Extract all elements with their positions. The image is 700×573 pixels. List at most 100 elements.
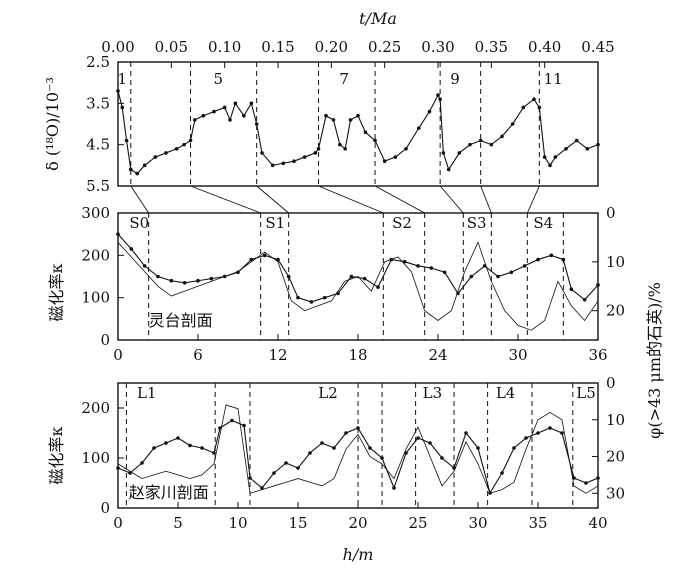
top-tick-label: 0.00 <box>101 38 134 56</box>
oxygen-isotope-point <box>212 109 216 114</box>
y3r-tick-label: 10 <box>606 411 625 429</box>
oxygen-isotope-point <box>164 151 168 155</box>
oxygen-isotope-line <box>117 90 599 175</box>
x2-tick-label: 0 <box>113 346 123 364</box>
susceptibility-point <box>392 486 396 490</box>
susceptibility-point <box>582 297 587 302</box>
susceptibility-point <box>284 461 288 465</box>
y2-tick-label: 0 <box>100 331 110 349</box>
correlation-line <box>256 185 289 214</box>
x3-tick-label: 25 <box>408 514 427 532</box>
oxygen-isotope-point <box>596 142 600 147</box>
oxygen-isotope-point <box>356 113 360 118</box>
oxygen-isotope-point <box>142 163 147 168</box>
correlation-line <box>526 185 540 214</box>
y1-tick-label: 4.5 <box>86 136 110 154</box>
oxygen-isotope-point <box>281 161 286 166</box>
oxygen-isotope-point <box>233 101 238 106</box>
soil-unit-label: S3 <box>467 214 487 232</box>
correlation-lines <box>130 185 540 214</box>
susceptibility-point <box>368 446 372 450</box>
susceptibility-point <box>116 232 120 236</box>
loess-unit-label: L5 <box>576 384 596 402</box>
oxygen-isotope-point <box>478 138 483 143</box>
susceptibility-line <box>117 233 599 303</box>
loess-unit-label: L4 <box>496 384 516 402</box>
oxygen-isotope-point <box>427 109 432 114</box>
oxygen-isotope-point <box>120 105 125 110</box>
susceptibility-point <box>140 461 144 465</box>
soil-unit-label: S0 <box>129 214 149 232</box>
oxygen-isotope-point <box>438 97 442 101</box>
x2-tick-label: 12 <box>268 346 287 364</box>
susceptibility-point <box>249 257 254 262</box>
susceptibility-point <box>262 253 267 258</box>
susceptibility-point <box>469 274 474 279</box>
oxygen-isotope-point <box>116 89 120 93</box>
susceptibility-point <box>322 295 327 300</box>
susceptibility-point <box>209 276 214 281</box>
top-tick-label: 0.35 <box>475 38 508 56</box>
susceptibility-point <box>182 281 187 285</box>
oxygen-isotope-panel: 0.00 0.05 0.10 0.15 0.20 0.25 0.30 0.35 0.40 0.45… <box>43 38 615 195</box>
oxygen-isotope-point <box>228 118 232 122</box>
oxygen-isotope-point <box>489 142 494 147</box>
oxygen-isotope-point <box>316 147 321 151</box>
oxygen-isotope-point <box>417 126 421 130</box>
susceptibility-point <box>416 436 420 440</box>
oxygen-isotope-point <box>260 151 264 155</box>
y2-axis-title: 磁化率κ <box>47 263 66 321</box>
susceptibility-point <box>212 451 216 455</box>
susceptibility-line <box>117 419 599 495</box>
susceptibility-point <box>362 276 367 281</box>
x2-tick-label: 6 <box>193 346 203 364</box>
y3-tick-label: 100 <box>81 449 110 467</box>
y1-tick-label: 3.5 <box>86 94 110 112</box>
right-axis-title: φ(>43 μm的石英)/% <box>645 282 664 439</box>
susceptibility-point <box>561 257 566 262</box>
correlation-line <box>190 185 261 214</box>
susceptibility-point <box>596 283 600 287</box>
susceptibility-point <box>569 287 574 292</box>
susceptibility-point <box>320 441 324 445</box>
x3-tick-label: 5 <box>173 514 183 532</box>
susceptibility-point <box>524 436 528 440</box>
oxygen-isotope-point <box>585 147 590 151</box>
oxygen-isotope-point <box>182 142 186 147</box>
susceptibility-point <box>349 274 354 279</box>
y3r-tick-label: 30 <box>606 484 625 502</box>
susceptibility-point <box>176 436 180 440</box>
susceptibility-point <box>536 257 540 262</box>
y1-tick-label: 5.5 <box>86 177 110 195</box>
susceptibility-point <box>536 431 540 435</box>
oxygen-isotope-point <box>270 163 275 168</box>
x3-tick-label: 20 <box>348 514 367 532</box>
place-label: 灵台剖面 <box>149 311 213 330</box>
oxygen-isotope-point <box>542 155 547 159</box>
susceptibility-point <box>344 431 348 435</box>
oxygen-isotope-point <box>363 130 368 135</box>
susceptibility-point <box>248 476 252 480</box>
oxygen-isotope-point <box>441 151 446 155</box>
susceptibility-point <box>380 456 384 460</box>
y2-tick-label: 300 <box>81 204 110 222</box>
top-tick-label: 0.40 <box>528 38 561 56</box>
y2r-tick-label: 10 <box>606 253 625 271</box>
susceptibility-point <box>496 274 500 279</box>
susceptibility-point <box>356 426 360 430</box>
oxygen-isotope-point <box>521 105 526 110</box>
lingtai-section-panel: 0 6 12 18 24 30 36 0 100 200 300 0 10 20 磁化率κ S0 S1 S2 S3 S… <box>47 204 625 364</box>
correlation-line <box>439 185 464 214</box>
oxygen-isotope-point <box>331 118 336 122</box>
correlation-line <box>374 185 425 214</box>
susceptibility-point <box>296 295 300 300</box>
oxygen-isotope-point <box>537 105 542 110</box>
susceptibility-point <box>560 431 564 435</box>
susceptibility-point <box>440 456 444 460</box>
oxygen-isotope-point <box>468 142 472 147</box>
susceptibility-point <box>142 264 147 268</box>
susceptibility-point <box>428 441 432 445</box>
quartz-line <box>117 241 599 331</box>
x2-tick-label: 18 <box>348 346 367 364</box>
